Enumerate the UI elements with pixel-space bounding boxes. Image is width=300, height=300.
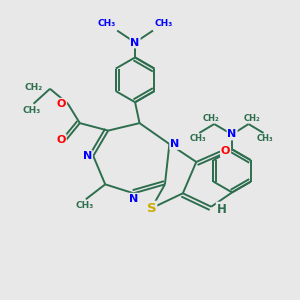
Text: N: N	[170, 139, 179, 149]
Text: CH₃: CH₃	[23, 106, 41, 115]
Text: CH₃: CH₃	[75, 201, 93, 210]
Text: N: N	[227, 130, 237, 140]
Text: CH₃: CH₃	[154, 20, 173, 28]
Text: CH₂: CH₂	[24, 83, 43, 92]
Text: O: O	[221, 146, 230, 157]
Text: N: N	[129, 194, 138, 204]
Text: O: O	[57, 99, 66, 109]
Text: CH₃: CH₃	[98, 20, 116, 28]
Text: S: S	[147, 202, 156, 215]
Text: N: N	[83, 151, 92, 161]
Text: CH₂: CH₂	[243, 113, 260, 122]
Text: CH₂: CH₂	[203, 113, 220, 122]
Text: O: O	[56, 134, 66, 145]
Text: CH₃: CH₃	[190, 134, 206, 143]
Text: N: N	[130, 38, 140, 47]
Text: CH₃: CH₃	[257, 134, 273, 143]
Text: H: H	[217, 202, 226, 216]
